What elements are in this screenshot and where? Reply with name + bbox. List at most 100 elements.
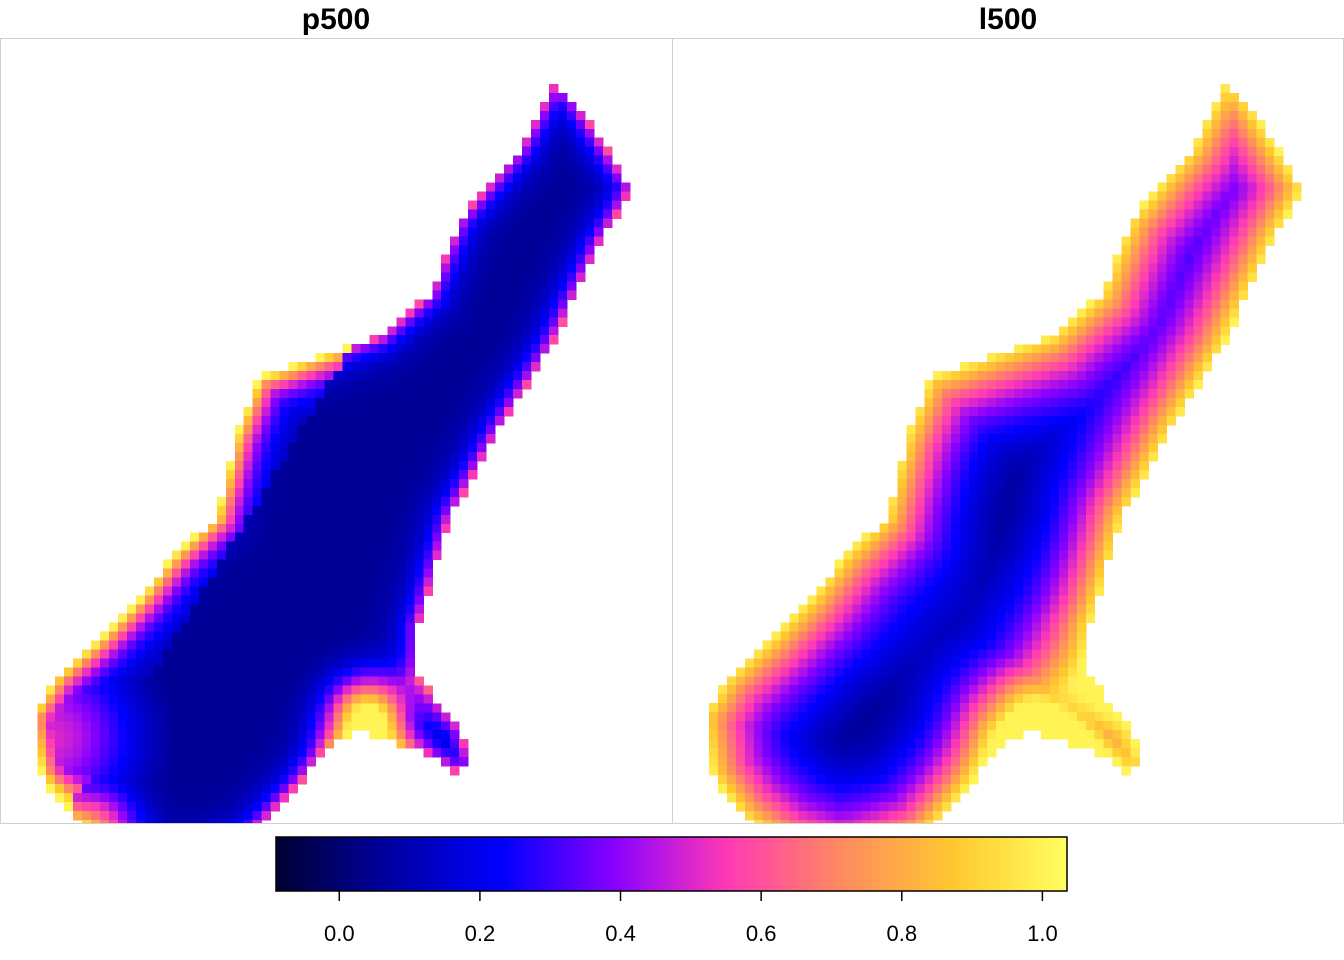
raster-cell <box>432 469 442 480</box>
raster-cell <box>969 595 979 605</box>
raster-cell <box>906 757 916 767</box>
raster-cell <box>306 721 317 731</box>
raster-cell <box>978 604 988 614</box>
raster-cell <box>180 802 191 812</box>
raster-cell <box>987 380 997 390</box>
raster-cell <box>522 308 532 318</box>
raster-cell <box>1067 371 1078 381</box>
raster-cell <box>1031 568 1042 579</box>
raster-cell <box>870 604 880 614</box>
raster-cell <box>978 371 988 381</box>
raster-cell <box>1238 191 1248 202</box>
raster-cell <box>987 550 997 561</box>
raster-cell <box>620 182 631 193</box>
raster-cell <box>951 514 961 525</box>
raster-cell <box>897 478 907 489</box>
raster-cell <box>1067 335 1078 345</box>
raster-cell <box>414 371 424 381</box>
raster-cell <box>879 613 889 623</box>
raster-cell <box>189 820 200 823</box>
raster-cell <box>153 640 164 650</box>
raster-cell <box>1247 128 1257 139</box>
raster-cell <box>1247 146 1257 157</box>
raster-cell <box>726 730 737 740</box>
raster-cell <box>198 649 209 659</box>
raster-cell <box>279 631 290 641</box>
raster-cell <box>969 631 979 641</box>
raster-cell <box>189 721 200 731</box>
raster-cell <box>1121 380 1132 390</box>
raster-cell <box>1049 433 1060 444</box>
raster-cell <box>207 685 218 695</box>
raster-cell <box>1040 398 1051 408</box>
raster-cell <box>477 308 487 318</box>
raster-cell <box>432 523 442 534</box>
raster-cell <box>1265 164 1275 175</box>
raster-cell <box>288 532 299 543</box>
raster-cell <box>602 182 613 193</box>
raster-cell <box>1076 649 1087 659</box>
raster-cell <box>933 640 943 650</box>
raster-cell <box>1067 416 1078 426</box>
raster-cell <box>369 362 379 372</box>
raster-cell <box>942 541 952 552</box>
raster-cell <box>843 819 853 823</box>
raster-cell <box>1103 460 1114 471</box>
raster-cell <box>924 487 934 498</box>
raster-cell <box>270 442 281 453</box>
raster-cell <box>1067 362 1078 372</box>
raster-cell <box>333 595 343 606</box>
raster-cell <box>252 586 263 597</box>
raster-cell <box>216 811 227 821</box>
raster-cell <box>369 335 379 345</box>
raster-cell <box>1202 299 1212 309</box>
raster-cell <box>360 451 370 462</box>
raster-cell <box>153 748 164 758</box>
raster-cell <box>960 416 970 426</box>
raster-cell <box>288 622 299 632</box>
raster-cell <box>1130 451 1141 462</box>
raster-cell <box>1013 398 1024 408</box>
raster-cell <box>100 802 110 812</box>
raster-cell <box>825 676 836 686</box>
raster-cell <box>1094 442 1105 453</box>
raster-cell <box>924 478 934 489</box>
raster-cell <box>306 730 317 740</box>
raster-cell <box>1058 640 1069 650</box>
raster-cell <box>225 460 236 471</box>
raster-cell <box>789 676 800 686</box>
raster-cell <box>360 577 370 588</box>
raster-cell <box>834 801 844 812</box>
raster-cell <box>441 317 451 327</box>
raster-cell <box>495 335 505 345</box>
raster-cell <box>279 748 290 758</box>
raster-cell <box>396 595 406 606</box>
raster-cell <box>243 505 254 516</box>
raster-cell <box>1121 290 1132 300</box>
raster-cell <box>960 685 970 695</box>
raster-cell <box>459 254 469 264</box>
raster-cell <box>324 721 335 731</box>
raster-cell <box>1040 335 1051 345</box>
raster-cell <box>405 344 415 354</box>
raster-cell <box>548 164 559 175</box>
raster-cell <box>495 254 505 264</box>
raster-cell <box>825 667 836 677</box>
raster-cell <box>396 460 406 471</box>
raster-cell <box>450 326 460 336</box>
raster-cell <box>315 604 326 615</box>
raster-cell <box>1112 523 1123 534</box>
raster-cell <box>243 523 254 534</box>
raster-cell <box>861 819 871 823</box>
raster-cell <box>306 469 317 480</box>
raster-cell <box>180 595 191 606</box>
raster-cell <box>1058 380 1069 390</box>
raster-cell <box>297 658 308 668</box>
raster-cell <box>351 371 361 381</box>
raster-cell <box>477 407 487 417</box>
raster-cell <box>441 748 451 758</box>
raster-cell <box>906 774 916 785</box>
raster-cell <box>216 550 227 561</box>
raster-cell <box>306 550 317 561</box>
raster-cell <box>207 757 218 767</box>
